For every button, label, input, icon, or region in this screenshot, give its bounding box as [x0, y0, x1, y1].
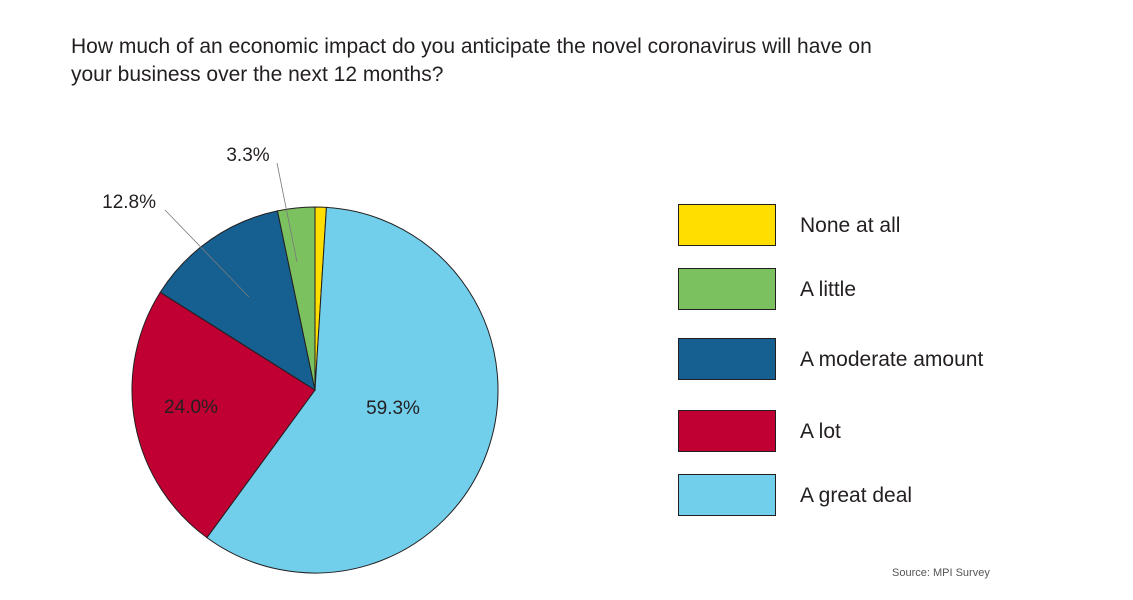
- slice-label-a-moderate-amount: 12.8%: [102, 192, 156, 213]
- legend-item-a-lot: A lot: [678, 410, 1078, 452]
- slice-label-a-great-deal: 59.3%: [366, 398, 420, 419]
- source-note: Source: MPI Survey: [892, 567, 990, 579]
- leader-line: [164, 209, 250, 298]
- pie-slice-a-lot: [131, 291, 316, 539]
- legend-label: A lot: [800, 420, 841, 443]
- pie-slice-a-moderate-amount: [159, 210, 316, 392]
- legend-label: A little: [800, 278, 857, 301]
- legend-item-none-at-all: None at all: [678, 204, 1078, 246]
- chart-title: How much of an economic impact do you an…: [71, 33, 971, 89]
- slice-label-a-lot: 24.0%: [164, 397, 218, 418]
- legend-swatch: [678, 410, 776, 452]
- legend-swatch: [678, 204, 776, 246]
- legend-swatch: [678, 474, 776, 516]
- legend-label: None at all: [800, 214, 901, 237]
- legend-swatch: [678, 338, 776, 380]
- legend-swatch: [678, 268, 776, 310]
- legend-item-a-moderate-amount: A moderate amount: [678, 338, 1078, 380]
- legend-label: A moderate amount: [800, 348, 984, 371]
- chart-title-line-2: your business over the next 12 months?: [71, 63, 444, 86]
- leader-line: [276, 162, 298, 263]
- legend-item-a-great-deal: A great deal: [678, 474, 1078, 516]
- pie-slice-a-great-deal: [206, 206, 499, 574]
- slice-label-a-little: 3.3%: [226, 145, 269, 166]
- pie-slice-a-little: [276, 206, 316, 391]
- chart-title-line-1: How much of an economic impact do you an…: [71, 35, 872, 58]
- legend-label: A great deal: [800, 484, 913, 507]
- legend-item-a-little: A little: [678, 268, 1078, 310]
